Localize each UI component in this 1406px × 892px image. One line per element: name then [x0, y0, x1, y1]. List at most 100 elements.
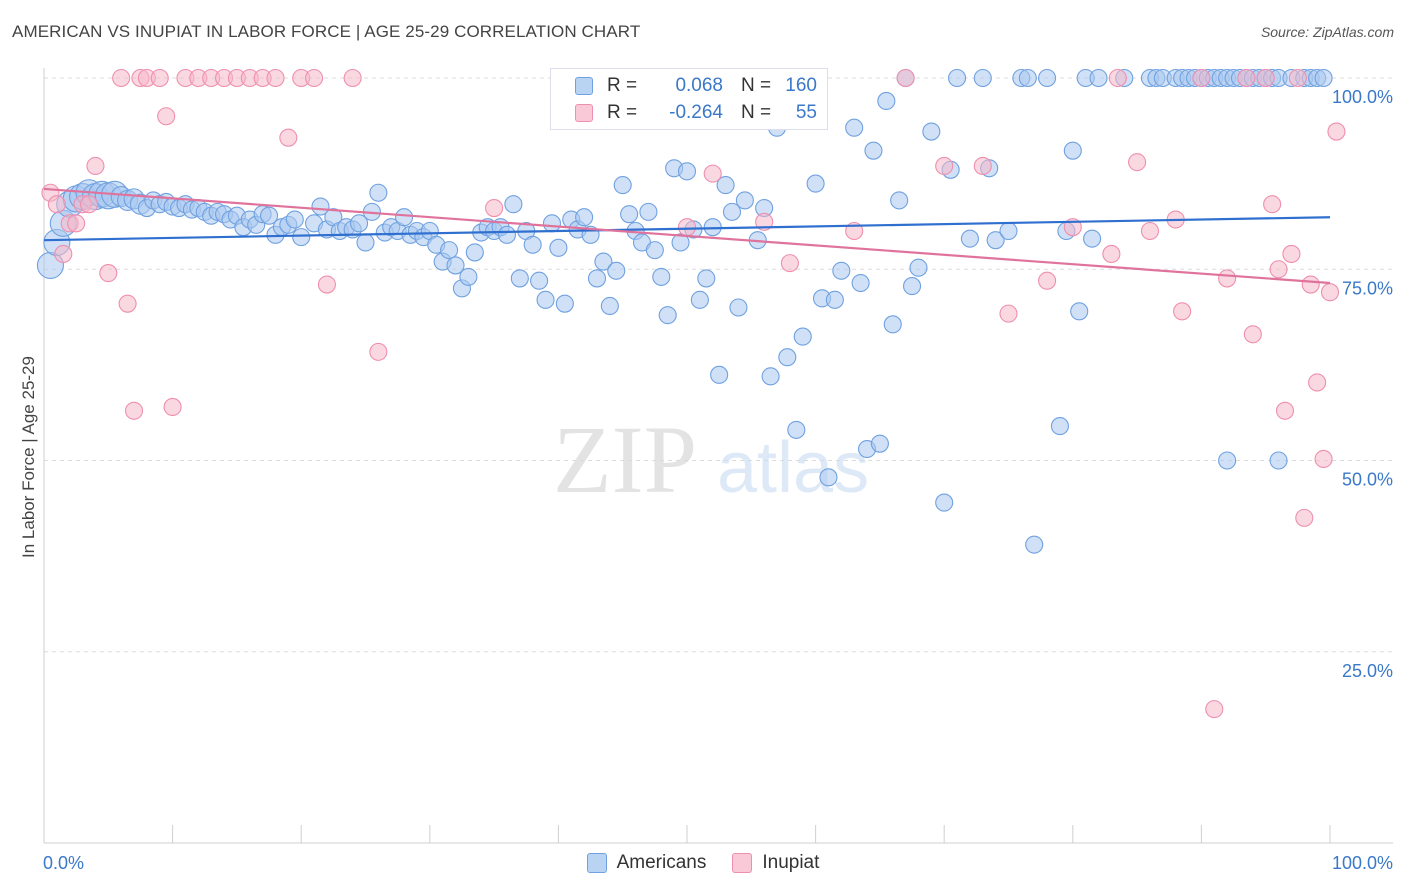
inupiat-point [755, 212, 774, 231]
source-label: Source: ZipAtlas.com [1260, 24, 1394, 40]
americans-point [369, 183, 388, 202]
americans-point [259, 206, 279, 225]
inupiat-point [1192, 68, 1211, 88]
inupiat-point [780, 254, 799, 273]
inupiat-point [317, 275, 336, 294]
inupiat-point [1320, 283, 1340, 302]
y-axis-label: In Labor Force | Age 25-29 [19, 356, 38, 558]
x-axis-left-label: 0.0% [43, 853, 84, 873]
y-tick-labels: 25.0% 50.0% 75.0% 100.0% [1332, 87, 1393, 681]
americans-point [555, 294, 574, 313]
americans-point [504, 195, 523, 214]
legend-label-inupiat: Inupiat [762, 852, 820, 873]
americans-point [1018, 68, 1037, 88]
americans-point [870, 434, 889, 453]
americans-point [819, 468, 838, 487]
americans-point [1070, 302, 1089, 321]
americans-point [497, 225, 517, 244]
americans-point [729, 298, 748, 317]
inupiat-point [1108, 68, 1127, 88]
americans-point [825, 290, 844, 309]
inupiat-point [1237, 68, 1256, 88]
inupiat-point [343, 68, 362, 88]
trend-lines [43, 187, 1331, 285]
inupiat-point [973, 156, 992, 176]
inupiat-point [67, 214, 86, 233]
americans-point [1269, 451, 1288, 470]
americans-point [716, 176, 735, 195]
inupiat-point [1275, 401, 1295, 420]
inupiat-point [79, 195, 99, 214]
inupiat-point [1256, 68, 1275, 88]
inupiat-point [150, 68, 169, 88]
americans-point [778, 348, 797, 367]
americans-point [1025, 535, 1044, 554]
grid-lines [44, 77, 1393, 653]
inupiat-point [1282, 244, 1301, 263]
americans-point [845, 118, 864, 137]
americans-point [575, 208, 594, 227]
inupiat-point [1314, 449, 1333, 469]
americans-point [761, 367, 780, 386]
r-label: R = [607, 102, 638, 123]
inupiat-point [703, 164, 722, 183]
americans-point [311, 197, 330, 216]
inupiat-point [677, 218, 697, 237]
inupiat-point [266, 68, 285, 88]
inupiat-point [1205, 700, 1224, 719]
americans-point [935, 493, 954, 512]
americans-point [542, 214, 562, 233]
americans-point [549, 238, 568, 257]
legend-item-americans[interactable]: Americans [586, 852, 706, 874]
americans-point [639, 202, 658, 221]
n-label: N = [741, 75, 772, 96]
chart-title: AMERICAN VS INUPIAT IN LABOR FORCE | AGE… [12, 22, 641, 41]
legend-item-inupiat[interactable]: Inupiat [732, 852, 819, 874]
americans-legend-swatch [586, 853, 607, 873]
americans-point [806, 174, 825, 193]
americans-point [350, 214, 369, 233]
stats-row-americans: R = 0.068 N = 160 [575, 73, 817, 99]
inupiat-point [1295, 508, 1314, 527]
watermark-zip: ZIP [553, 406, 697, 513]
inupiat-point [47, 195, 66, 214]
americans-point [1038, 68, 1057, 88]
inupiat-point [1038, 271, 1057, 290]
inupiat-point [1173, 302, 1192, 321]
y-tick-label-25: 25.0% [1342, 661, 1393, 681]
americans-point [677, 162, 697, 181]
inupiat-point [1140, 221, 1160, 241]
watermark-atlas: atlas [717, 428, 869, 508]
americans-point [645, 241, 664, 260]
americans-point [909, 258, 928, 277]
americans-point [395, 208, 414, 227]
stats-row-inupiat: R = -0.264 N = 55 [575, 100, 817, 126]
americans-point [459, 267, 478, 286]
inupiat-point [118, 294, 137, 313]
y-tick-label-75: 75.0% [1342, 278, 1393, 298]
americans-point [710, 365, 729, 384]
americans-point [530, 271, 549, 290]
stats-legend: R = 0.068 N = 160 R = -0.264 N = 55 [550, 68, 828, 130]
americans-point [613, 176, 632, 195]
inupiat-point [1263, 195, 1282, 214]
americans-point [600, 296, 619, 316]
inupiat-point [999, 304, 1018, 323]
n-label: N = [741, 102, 772, 123]
inupiat-point [86, 156, 105, 176]
americans-point [440, 241, 459, 260]
inupiat-point [896, 68, 915, 88]
americans-point [587, 269, 607, 288]
americans-point [652, 267, 671, 286]
americans-point [902, 277, 922, 296]
inupiat-trend-line [43, 187, 1331, 285]
inupiat-point [305, 68, 324, 88]
americans-point [890, 191, 909, 210]
inupiat-point [279, 128, 298, 147]
americans-point [793, 327, 812, 346]
americans-point [465, 243, 484, 262]
series-inupiat [41, 68, 1346, 719]
americans-point [1218, 451, 1237, 470]
inupiat-point [1128, 153, 1147, 172]
